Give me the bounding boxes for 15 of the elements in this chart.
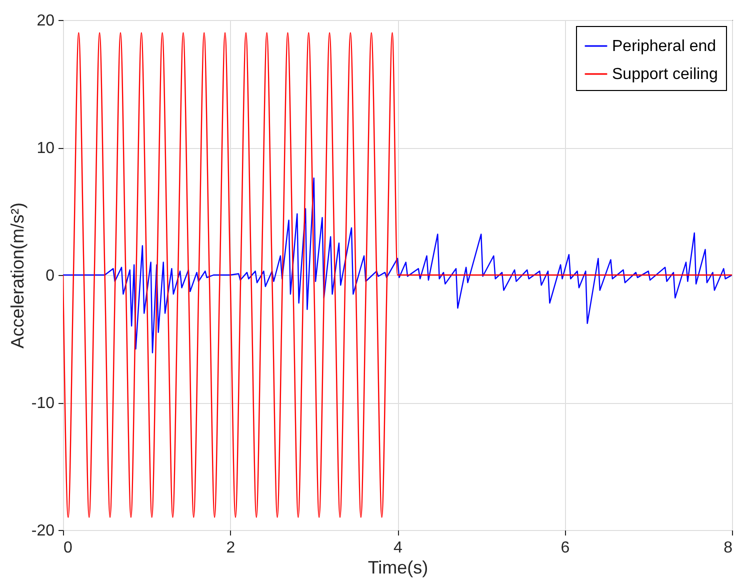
legend-label: Peripheral end: [612, 38, 716, 55]
x-tick-label: 0: [64, 540, 72, 556]
x-tick-label: 4: [394, 540, 403, 556]
y-tick-label: 20: [36, 12, 55, 30]
line-series: [63, 178, 732, 354]
x-tick-label: 8: [724, 540, 733, 556]
y-tick-label: 0: [46, 268, 55, 284]
x-tick-label: 6: [560, 540, 570, 556]
x-axis-title: Time(s): [368, 558, 428, 578]
legend-label: Support ceiling: [612, 66, 718, 83]
y-tick-label: 10: [36, 140, 55, 157]
y-tick-label: -10: [31, 395, 55, 412]
y-axis-title: Acceleration(m/s²): [7, 202, 28, 349]
y-tick-label: -20: [31, 522, 55, 540]
x-tick-label: 2: [226, 540, 236, 556]
